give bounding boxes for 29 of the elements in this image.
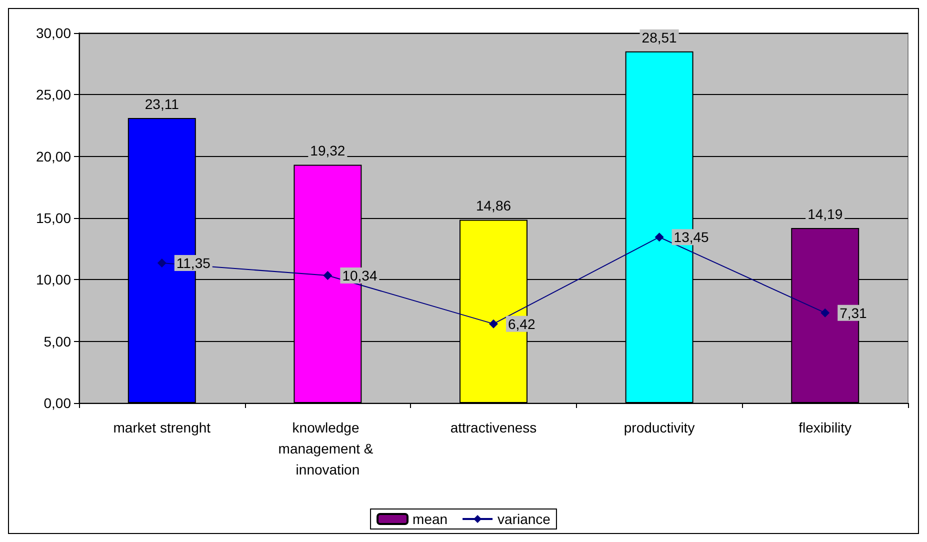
data-label: 7,31 xyxy=(840,304,868,321)
y-tick-label: 0,00 xyxy=(44,395,72,411)
point xyxy=(157,258,166,268)
y-tick-label: 25,00 xyxy=(36,86,72,103)
y-tick-label: 15,00 xyxy=(36,210,72,226)
point xyxy=(489,319,498,328)
legend-label: variance xyxy=(498,511,551,527)
point xyxy=(323,270,332,280)
data-label: 14,86 xyxy=(476,198,512,214)
legend-label: mean xyxy=(412,511,448,527)
x-tick-label: flexibility xyxy=(798,420,852,436)
data-label: 6,42 xyxy=(508,316,536,332)
data-label: 14,19 xyxy=(808,206,843,222)
data-label: 13,45 xyxy=(674,229,710,246)
data-label: 19,32 xyxy=(310,142,346,159)
point xyxy=(820,308,830,318)
data-label: 28,51 xyxy=(642,29,678,46)
y-tick-label: 5,00 xyxy=(44,333,72,350)
y-tick-label: 30,00 xyxy=(36,25,72,41)
x-tick-label: market strenght xyxy=(113,420,211,436)
point xyxy=(654,232,664,242)
x-tick-label: attractiveness xyxy=(450,420,537,436)
data-label: 11,35 xyxy=(176,255,211,272)
data-label: 23,11 xyxy=(144,96,180,112)
y-tick-label: 10,00 xyxy=(36,272,72,288)
x-tick-label: knowledge management & innovation xyxy=(278,420,378,478)
x-tick-label: productivity xyxy=(624,420,695,436)
data-label: 10,34 xyxy=(342,267,378,284)
y-tick-label: 20,00 xyxy=(36,148,72,164)
